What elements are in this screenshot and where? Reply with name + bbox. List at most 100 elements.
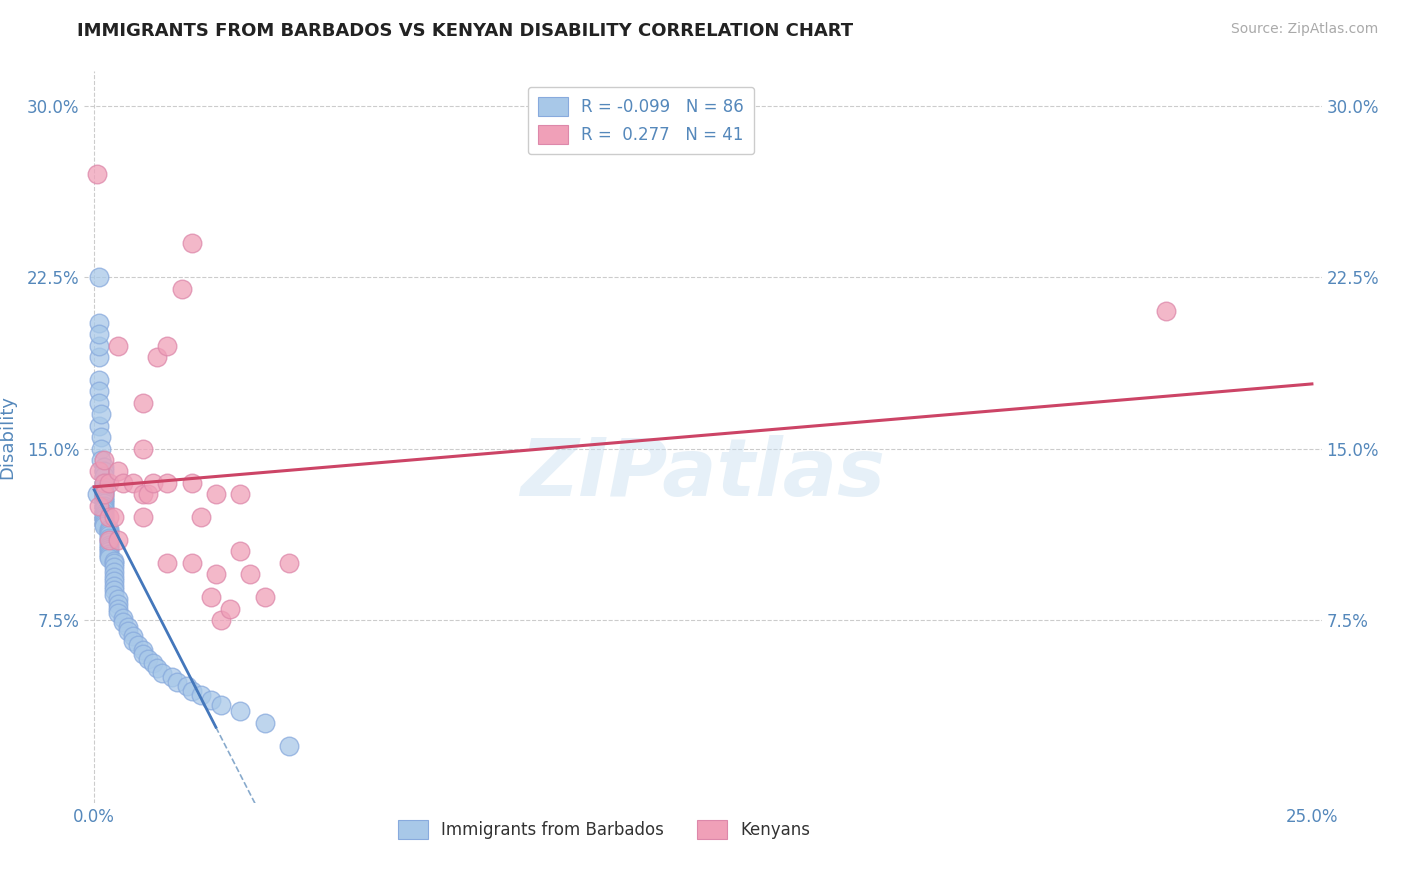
- Point: [93, 469, 115, 483]
- Point: [1154, 304, 1177, 318]
- Point: [103, 510, 125, 524]
- Point: [90, 442, 112, 456]
- Point: [87, 339, 110, 353]
- Point: [132, 396, 155, 410]
- Point: [97, 475, 120, 490]
- Point: [97, 528, 120, 542]
- Point: [86, 487, 108, 501]
- Point: [93, 506, 115, 520]
- Point: [156, 339, 179, 353]
- Point: [146, 661, 169, 675]
- Point: [97, 533, 120, 547]
- Text: IMMIGRANTS FROM BARBADOS VS KENYAN DISABILITY CORRELATION CHART: IMMIGRANTS FROM BARBADOS VS KENYAN DISAB…: [77, 22, 853, 40]
- Point: [229, 487, 252, 501]
- Point: [146, 350, 169, 364]
- Point: [103, 588, 125, 602]
- Point: [86, 167, 108, 181]
- Point: [205, 487, 228, 501]
- Point: [180, 683, 202, 698]
- Point: [112, 475, 135, 490]
- Point: [90, 407, 112, 421]
- Point: [176, 679, 198, 693]
- Point: [209, 613, 232, 627]
- Point: [170, 281, 193, 295]
- Point: [93, 487, 115, 501]
- Point: [97, 533, 120, 547]
- Point: [253, 590, 276, 604]
- Point: [97, 510, 120, 524]
- Point: [107, 597, 129, 611]
- Point: [136, 652, 159, 666]
- Point: [103, 579, 125, 593]
- Point: [93, 483, 115, 497]
- Point: [205, 567, 228, 582]
- Point: [93, 480, 115, 494]
- Point: [90, 453, 112, 467]
- Point: [93, 510, 115, 524]
- Point: [97, 549, 120, 563]
- Point: [93, 496, 115, 510]
- Point: [97, 526, 120, 541]
- Point: [93, 475, 115, 490]
- Point: [87, 373, 110, 387]
- Point: [107, 606, 129, 620]
- Point: [103, 583, 125, 598]
- Point: [87, 464, 110, 478]
- Point: [278, 739, 301, 753]
- Point: [278, 556, 301, 570]
- Point: [136, 487, 159, 501]
- Point: [107, 601, 129, 615]
- Point: [156, 556, 179, 570]
- Point: [142, 657, 165, 671]
- Point: [229, 705, 252, 719]
- Point: [93, 500, 115, 515]
- Point: [142, 475, 165, 490]
- Point: [87, 396, 110, 410]
- Point: [93, 475, 115, 490]
- Point: [93, 516, 115, 531]
- Point: [239, 567, 262, 582]
- Point: [93, 453, 115, 467]
- Point: [107, 533, 129, 547]
- Point: [93, 499, 115, 513]
- Text: ZIPatlas: ZIPatlas: [520, 434, 886, 513]
- Point: [93, 494, 115, 508]
- Point: [93, 491, 115, 506]
- Point: [160, 670, 183, 684]
- Point: [93, 490, 115, 504]
- Point: [112, 615, 135, 630]
- Point: [200, 590, 222, 604]
- Point: [132, 487, 155, 501]
- Point: [93, 459, 115, 474]
- Point: [190, 510, 212, 524]
- Point: [180, 235, 202, 250]
- Point: [127, 638, 149, 652]
- Point: [97, 531, 120, 545]
- Point: [97, 540, 120, 554]
- Point: [122, 475, 145, 490]
- Point: [107, 339, 129, 353]
- Point: [103, 556, 125, 570]
- Point: [117, 620, 139, 634]
- Point: [132, 647, 155, 661]
- Point: [97, 547, 120, 561]
- Point: [156, 475, 179, 490]
- Point: [253, 715, 276, 730]
- Point: [150, 665, 173, 680]
- Point: [87, 384, 110, 399]
- Point: [97, 524, 120, 538]
- Point: [93, 512, 115, 526]
- Point: [87, 418, 110, 433]
- Point: [97, 535, 120, 549]
- Point: [93, 503, 115, 517]
- Point: [117, 624, 139, 639]
- Point: [112, 610, 135, 624]
- Point: [190, 689, 212, 703]
- Point: [200, 693, 222, 707]
- Point: [87, 316, 110, 330]
- Point: [87, 499, 110, 513]
- Point: [103, 574, 125, 588]
- Text: Source: ZipAtlas.com: Source: ZipAtlas.com: [1230, 22, 1378, 37]
- Point: [103, 560, 125, 574]
- Point: [103, 565, 125, 579]
